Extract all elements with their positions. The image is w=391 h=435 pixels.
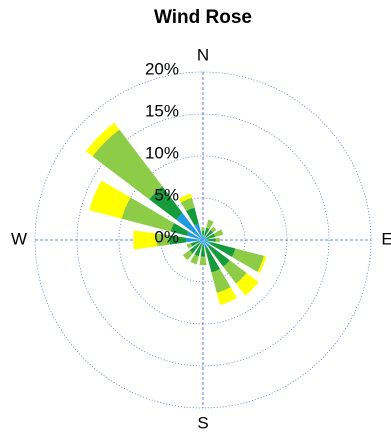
wedge <box>206 233 216 239</box>
wedge <box>201 230 205 236</box>
grid-circle <box>76 113 330 367</box>
direction-label: W <box>11 229 27 248</box>
wedge <box>186 243 193 249</box>
wedge <box>194 223 203 240</box>
wedge <box>176 213 203 240</box>
wedge <box>121 197 175 232</box>
wedge <box>190 254 199 265</box>
wedge <box>203 240 212 245</box>
wedge <box>216 287 237 306</box>
wedge <box>203 239 208 241</box>
wedge <box>182 250 193 261</box>
wedge <box>206 219 214 230</box>
wedge <box>223 260 247 284</box>
wedge <box>210 226 217 233</box>
wedge <box>149 186 183 220</box>
wedge <box>189 242 201 254</box>
radial-tick-label: 20% <box>145 59 179 78</box>
wedge <box>203 235 206 240</box>
wedge <box>186 207 199 226</box>
wedge <box>203 237 208 240</box>
wedge <box>92 129 163 200</box>
radial-tick-label: 5% <box>154 185 179 204</box>
radial-tick-label: 10% <box>145 143 179 162</box>
wedge <box>200 240 203 245</box>
wedge <box>186 231 203 240</box>
wedge <box>211 268 231 293</box>
wedge <box>178 193 192 203</box>
wedge <box>205 247 220 273</box>
wedge <box>200 244 206 257</box>
wedge <box>202 240 204 245</box>
wedge <box>203 240 208 249</box>
wedge <box>203 236 207 240</box>
wedge <box>186 237 203 243</box>
wedge <box>257 255 267 274</box>
wedge <box>210 242 236 257</box>
wedge <box>205 229 214 238</box>
wedge <box>207 238 216 242</box>
radial-tick-label: 0% <box>154 227 179 246</box>
wedge <box>180 197 195 212</box>
wedge <box>203 240 210 247</box>
wedge <box>204 227 210 237</box>
direction-label: E <box>381 229 391 248</box>
wedge <box>215 237 220 243</box>
wedge <box>198 240 203 243</box>
wedge <box>213 229 224 237</box>
wedge <box>199 256 207 266</box>
radial-tick-label: 15% <box>145 101 179 120</box>
direction-label: S <box>197 413 208 432</box>
wedge <box>156 233 170 247</box>
wedge <box>89 180 131 219</box>
wedge <box>170 223 189 236</box>
wedge <box>194 243 202 257</box>
chart-title: Wind Rose <box>154 7 252 28</box>
wedge <box>169 235 187 245</box>
wedge <box>208 245 230 267</box>
direction-label: N <box>197 45 209 64</box>
wedge <box>85 122 120 157</box>
wedge <box>133 230 158 250</box>
wedge <box>190 241 200 247</box>
wedge <box>199 240 203 244</box>
wedge <box>235 272 259 296</box>
wedge <box>201 227 205 231</box>
wedge <box>231 248 264 272</box>
wedge <box>202 235 204 240</box>
